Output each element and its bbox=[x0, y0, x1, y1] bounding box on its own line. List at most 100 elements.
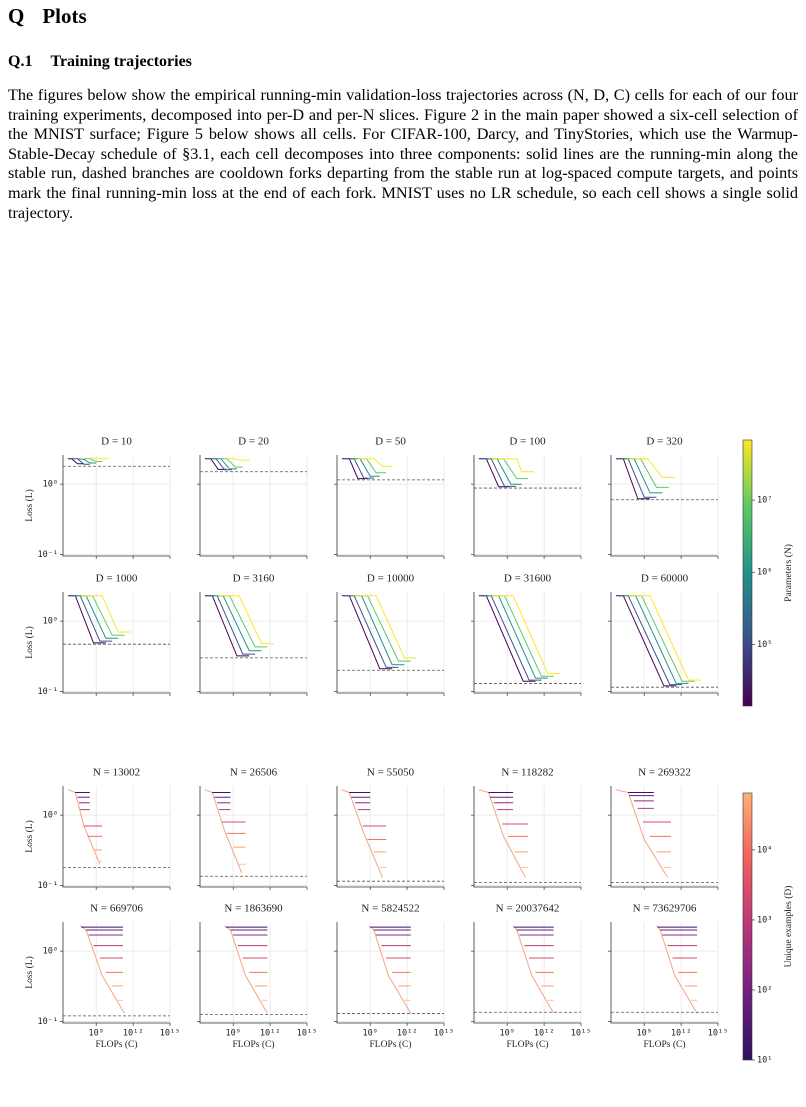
trajectory bbox=[615, 595, 677, 687]
trajectory bbox=[81, 595, 131, 633]
x-tick-label: 10¹⁵ bbox=[297, 1029, 317, 1039]
trajectory bbox=[220, 458, 243, 468]
colorbar-tick-label: 10⁷ bbox=[757, 496, 772, 506]
panel-title: D = 60000 bbox=[641, 573, 689, 585]
trajectory bbox=[89, 457, 109, 460]
panel-title: D = 20 bbox=[238, 436, 269, 448]
colorbar-label: Parameters (N) bbox=[783, 544, 794, 602]
trajectory bbox=[349, 458, 380, 477]
axis-spine bbox=[473, 786, 581, 888]
trajectory bbox=[77, 458, 97, 464]
axis-spine bbox=[610, 922, 718, 1024]
x-tick-label: 10¹² bbox=[123, 1029, 143, 1039]
stable-run bbox=[512, 925, 555, 1014]
axis-spine bbox=[199, 922, 307, 1024]
stable-run bbox=[224, 925, 268, 1014]
axis-spine bbox=[610, 786, 718, 888]
y-tick-label: 10⁻¹ bbox=[38, 1017, 58, 1027]
colorbar-tick-label: 10² bbox=[757, 985, 772, 995]
section-title: Plots bbox=[42, 4, 87, 28]
x-tick-label: 10¹² bbox=[260, 1029, 280, 1039]
panel-title: D = 1000 bbox=[96, 573, 138, 585]
axis-spine bbox=[336, 786, 444, 888]
trajectory bbox=[347, 595, 405, 666]
trajectory bbox=[344, 595, 399, 668]
panel-title: N = 13002 bbox=[93, 767, 140, 779]
axis-spine bbox=[62, 786, 170, 888]
x-axis-label: FLOPs (C) bbox=[233, 1039, 275, 1050]
panel-title: N = 118282 bbox=[501, 767, 553, 779]
y-tick-label: 10⁻¹ bbox=[38, 881, 58, 891]
axis-spine bbox=[336, 592, 444, 694]
panel-title: N = 5824522 bbox=[361, 903, 419, 915]
panel-title: N = 1863690 bbox=[224, 903, 283, 915]
trajectory bbox=[615, 458, 651, 500]
colorbar-label: Unique examples (D) bbox=[783, 886, 794, 968]
trajectory bbox=[218, 595, 274, 645]
y-axis-label: Loss (L) bbox=[24, 956, 35, 988]
x-tick-label: 10¹² bbox=[397, 1029, 417, 1039]
colorbar bbox=[742, 792, 753, 1061]
paragraph: The figures below show the empirical run… bbox=[8, 86, 798, 222]
axis-spine bbox=[199, 786, 307, 888]
x-tick-label: 10¹⁵ bbox=[160, 1029, 180, 1039]
trajectory bbox=[488, 458, 529, 480]
trajectory bbox=[207, 595, 256, 655]
trajectory bbox=[67, 595, 106, 644]
panel-title: D = 10000 bbox=[367, 573, 415, 585]
trajectory bbox=[629, 595, 701, 681]
x-axis-label: FLOPs (C) bbox=[370, 1039, 412, 1050]
x-axis-label: FLOPs (C) bbox=[96, 1039, 138, 1050]
panel-title: D = 3160 bbox=[233, 573, 275, 585]
y-axis-label: Loss (L) bbox=[24, 489, 35, 521]
section-heading: Q Plots bbox=[8, 4, 87, 29]
x-tick-label: 10⁹ bbox=[89, 1029, 104, 1039]
y-tick-label: 10⁰ bbox=[43, 617, 58, 627]
panel-title: D = 50 bbox=[375, 436, 406, 448]
trajectory bbox=[83, 458, 103, 462]
axis-spine bbox=[199, 455, 307, 557]
subsection-heading: Q.1 Training trajectories bbox=[8, 53, 192, 71]
panel-title: N = 20037642 bbox=[496, 903, 560, 915]
x-axis-label: FLOPs (C) bbox=[507, 1039, 549, 1050]
trajectory bbox=[214, 458, 237, 470]
trajectory bbox=[67, 458, 84, 465]
axis-spine bbox=[336, 455, 444, 557]
colorbar-tick-label: 10³ bbox=[757, 915, 772, 925]
axis-spine bbox=[336, 922, 444, 1024]
panel-title: D = 31600 bbox=[504, 573, 552, 585]
trajectory bbox=[341, 458, 368, 480]
panel-title: N = 269322 bbox=[638, 767, 691, 779]
stable-run bbox=[478, 789, 526, 878]
axis-spine bbox=[473, 922, 581, 1024]
axis-spine bbox=[610, 455, 718, 557]
y-axis-label: Loss (L) bbox=[24, 626, 35, 658]
axis-spine bbox=[62, 455, 170, 557]
axis-spine bbox=[62, 592, 170, 694]
axis-spine bbox=[473, 592, 581, 694]
colorbar bbox=[742, 439, 753, 707]
x-tick-label: 10⁹ bbox=[226, 1029, 241, 1039]
panel-title: N = 26506 bbox=[230, 767, 278, 779]
trajectory bbox=[618, 595, 683, 686]
stable-run bbox=[656, 925, 698, 1014]
trajectory bbox=[70, 595, 113, 642]
panel-title: N = 55050 bbox=[367, 767, 415, 779]
trajectory bbox=[492, 595, 561, 674]
panel-title: D = 100 bbox=[509, 436, 546, 448]
stable-run bbox=[615, 789, 669, 878]
x-tick-label: 10¹² bbox=[534, 1029, 554, 1039]
stable-run bbox=[79, 925, 125, 1014]
axis-spine bbox=[610, 592, 718, 694]
x-tick-label: 10¹⁵ bbox=[434, 1029, 454, 1039]
colorbar-tick-label: 10¹ bbox=[757, 1056, 772, 1066]
y-tick-label: 10⁻¹ bbox=[38, 687, 58, 697]
panel-title: D = 10 bbox=[101, 436, 132, 448]
y-tick-label: 10⁰ bbox=[43, 480, 58, 490]
trajectory bbox=[625, 595, 695, 682]
trajectory bbox=[484, 458, 522, 485]
x-axis-label: FLOPs (C) bbox=[644, 1039, 686, 1050]
y-tick-label: 10⁻¹ bbox=[38, 550, 58, 560]
